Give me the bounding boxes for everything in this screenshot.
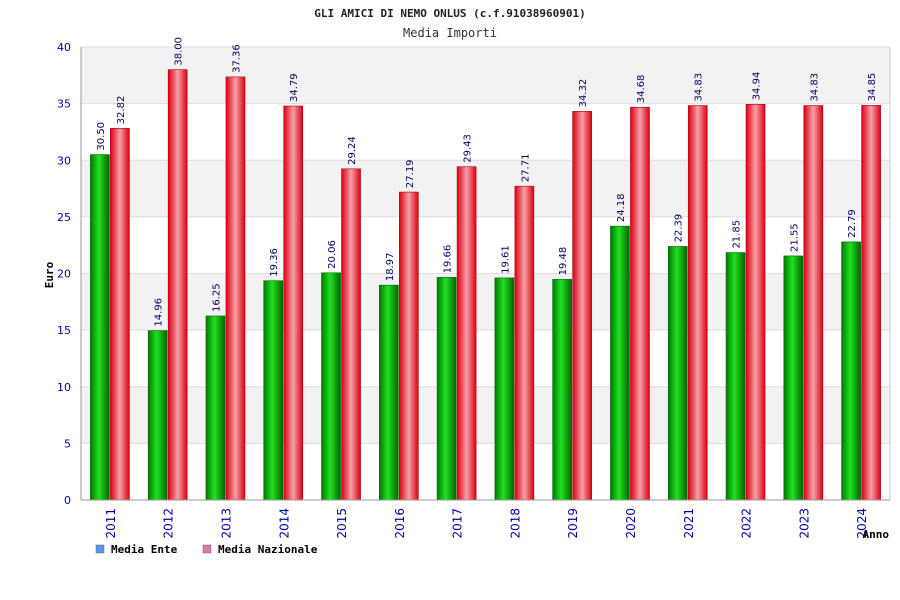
legend-swatch: [95, 544, 105, 554]
bar: [803, 105, 824, 501]
y-tick-label: 30: [57, 154, 71, 167]
grid-band: [81, 273, 890, 331]
bar: [630, 106, 650, 501]
data-label: 32.82: [116, 96, 127, 125]
legend-swatch: [202, 544, 212, 554]
data-label: 14.96: [154, 298, 165, 327]
bar: [379, 284, 399, 501]
bar: [745, 104, 766, 501]
data-label: 34.68: [636, 75, 647, 104]
x-tick-label: 2024: [855, 508, 869, 539]
bar: [283, 105, 304, 501]
x-ticks: 2011 2012 2013 2014 2015 2016 2017 2018 2019 2020…: [104, 508, 869, 539]
data-label: 34.79: [289, 73, 300, 102]
data-label: 19.48: [558, 247, 569, 276]
chart-subtitle: Media Importi: [403, 26, 497, 40]
x-tick-label: 2012: [162, 508, 176, 539]
data-label: 34.83: [694, 73, 705, 102]
x-tick-label: 2011: [104, 508, 118, 539]
legend-label: Media Ente: [111, 543, 178, 556]
y-tick-label: 10: [57, 381, 71, 394]
data-label: 27.71: [520, 154, 531, 183]
data-label: 34.32: [578, 79, 589, 108]
data-label: 37.36: [231, 44, 242, 73]
legend: Media Ente Media Nazionale: [95, 543, 318, 556]
data-label: 19.66: [443, 245, 454, 274]
x-tick-label: 2014: [277, 508, 291, 539]
y-tick-label: 25: [57, 211, 71, 224]
x-tick-label: 2020: [624, 508, 638, 539]
bar: [494, 277, 515, 501]
data-label: 20.06: [327, 240, 338, 269]
bars: [90, 69, 881, 501]
y-tick-label: 35: [57, 98, 71, 111]
data-label: 19.61: [500, 245, 511, 274]
axes: [80, 47, 891, 501]
data-label: 27.19: [405, 159, 416, 188]
chart-title: GLI AMICI DI NEMO ONLUS (c.f.91038960901…: [314, 7, 586, 20]
bar: [783, 255, 804, 501]
bar: [167, 69, 188, 501]
data-label: 29.43: [463, 134, 474, 163]
x-tick-label: 2016: [393, 508, 407, 539]
bar: [552, 279, 572, 501]
bar: [399, 191, 419, 501]
data-label: 34.83: [809, 73, 820, 102]
data-label: 34.85: [867, 73, 878, 102]
x-tick-label: 2015: [335, 508, 349, 539]
grid-band: [81, 160, 890, 217]
grid-band: [81, 47, 890, 104]
bar: [667, 246, 688, 501]
data-label: 21.55: [789, 223, 800, 252]
data-label: 24.18: [616, 194, 627, 223]
y-tick-label: 20: [57, 268, 71, 281]
bar: [90, 154, 110, 501]
grid-band: [81, 386, 890, 444]
x-axis-label: Anno: [863, 528, 890, 541]
data-label: 16.25: [211, 283, 222, 312]
data-label: 22.79: [847, 209, 858, 238]
bar: [205, 315, 226, 501]
y-ticks: 0 5 10 15 20 25 30 35 40: [57, 41, 71, 507]
bar: [341, 168, 361, 501]
data-label: 21.85: [732, 220, 743, 249]
data-label: 30.50: [96, 122, 107, 151]
data-label: 19.36: [269, 248, 280, 277]
bar: [687, 105, 708, 501]
y-tick-label: 15: [57, 324, 71, 337]
bar: [861, 105, 881, 501]
x-tick-label: 2018: [508, 508, 522, 539]
bar: [725, 252, 746, 501]
y-axis-label: Euro: [43, 261, 56, 288]
bar: [436, 277, 457, 501]
data-label: 38.00: [174, 37, 185, 66]
y-tick-label: 5: [64, 437, 71, 450]
bar: [147, 330, 168, 501]
bar: [610, 225, 630, 501]
bar: [110, 128, 130, 501]
x-tick-label: 2013: [219, 508, 233, 539]
x-tick-label: 2019: [566, 508, 580, 539]
bar: [263, 280, 284, 501]
bar: [456, 166, 477, 501]
x-tick-label: 2022: [740, 508, 754, 539]
data-label: 34.94: [752, 72, 763, 101]
bar: [514, 185, 535, 501]
bar: [321, 272, 341, 501]
x-tick-label: 2021: [682, 508, 696, 539]
bar: [225, 76, 246, 501]
data-label: 18.97: [385, 253, 396, 282]
value-labels: 30.50 32.82 14.96 38.00 16.25 37.36 19.36 34.79…: [96, 37, 878, 327]
x-tick-label: 2023: [797, 508, 811, 539]
bar: [572, 111, 592, 501]
legend-label: Media Nazionale: [218, 543, 318, 556]
x-tick-label: 2017: [451, 508, 465, 539]
bar: [841, 241, 861, 501]
y-tick-label: 40: [57, 41, 71, 54]
data-label: 29.24: [347, 136, 358, 165]
y-tick-label: 0: [64, 494, 71, 507]
data-label: 22.39: [674, 214, 685, 243]
